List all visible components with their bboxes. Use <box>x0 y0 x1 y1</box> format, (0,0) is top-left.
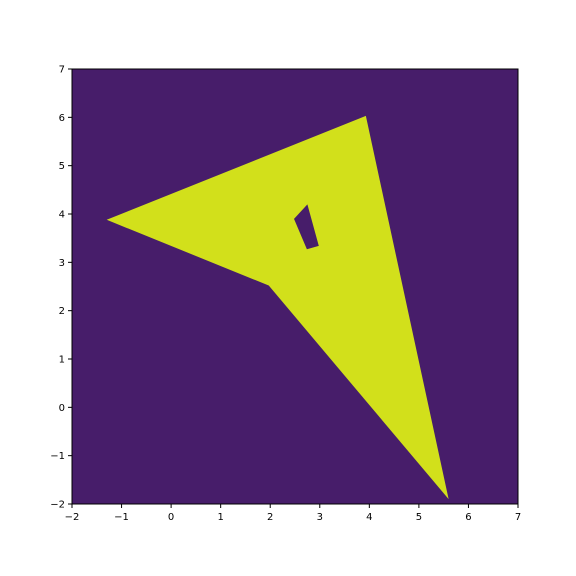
x-tick-label: 7 <box>515 512 521 523</box>
y-tick-label: 7 <box>59 65 65 76</box>
y-tick-label: 1 <box>59 355 65 366</box>
x-tick-label: 1 <box>217 512 223 523</box>
y-tick-label: 0 <box>59 403 65 414</box>
filled-region <box>106 115 449 500</box>
plot-frame <box>71 68 519 505</box>
y-tick-label: 6 <box>59 113 65 124</box>
x-tick-label: 4 <box>366 512 372 523</box>
x-axis: −2 −1 0 1 2 3 4 5 6 7 <box>65 504 521 523</box>
x-tick-label: 0 <box>168 512 174 523</box>
y-tick-label: −2 <box>50 500 65 511</box>
y-tick-label: 3 <box>59 258 65 269</box>
x-tick-label: 3 <box>317 512 323 523</box>
x-tick-label: 6 <box>465 512 471 523</box>
x-tick-label: −1 <box>114 512 129 523</box>
y-tick-label: −1 <box>50 451 65 462</box>
y-tick-label: 4 <box>59 210 65 221</box>
x-tick-label: 2 <box>267 512 273 523</box>
x-tick-label: 5 <box>416 512 422 523</box>
y-tick-label: 5 <box>59 161 65 172</box>
y-tick-label: 2 <box>59 306 65 317</box>
x-tick-label: −2 <box>65 512 80 523</box>
plot-area <box>71 68 519 505</box>
y-axis: −2 −1 0 1 2 3 4 5 6 7 <box>50 65 72 511</box>
